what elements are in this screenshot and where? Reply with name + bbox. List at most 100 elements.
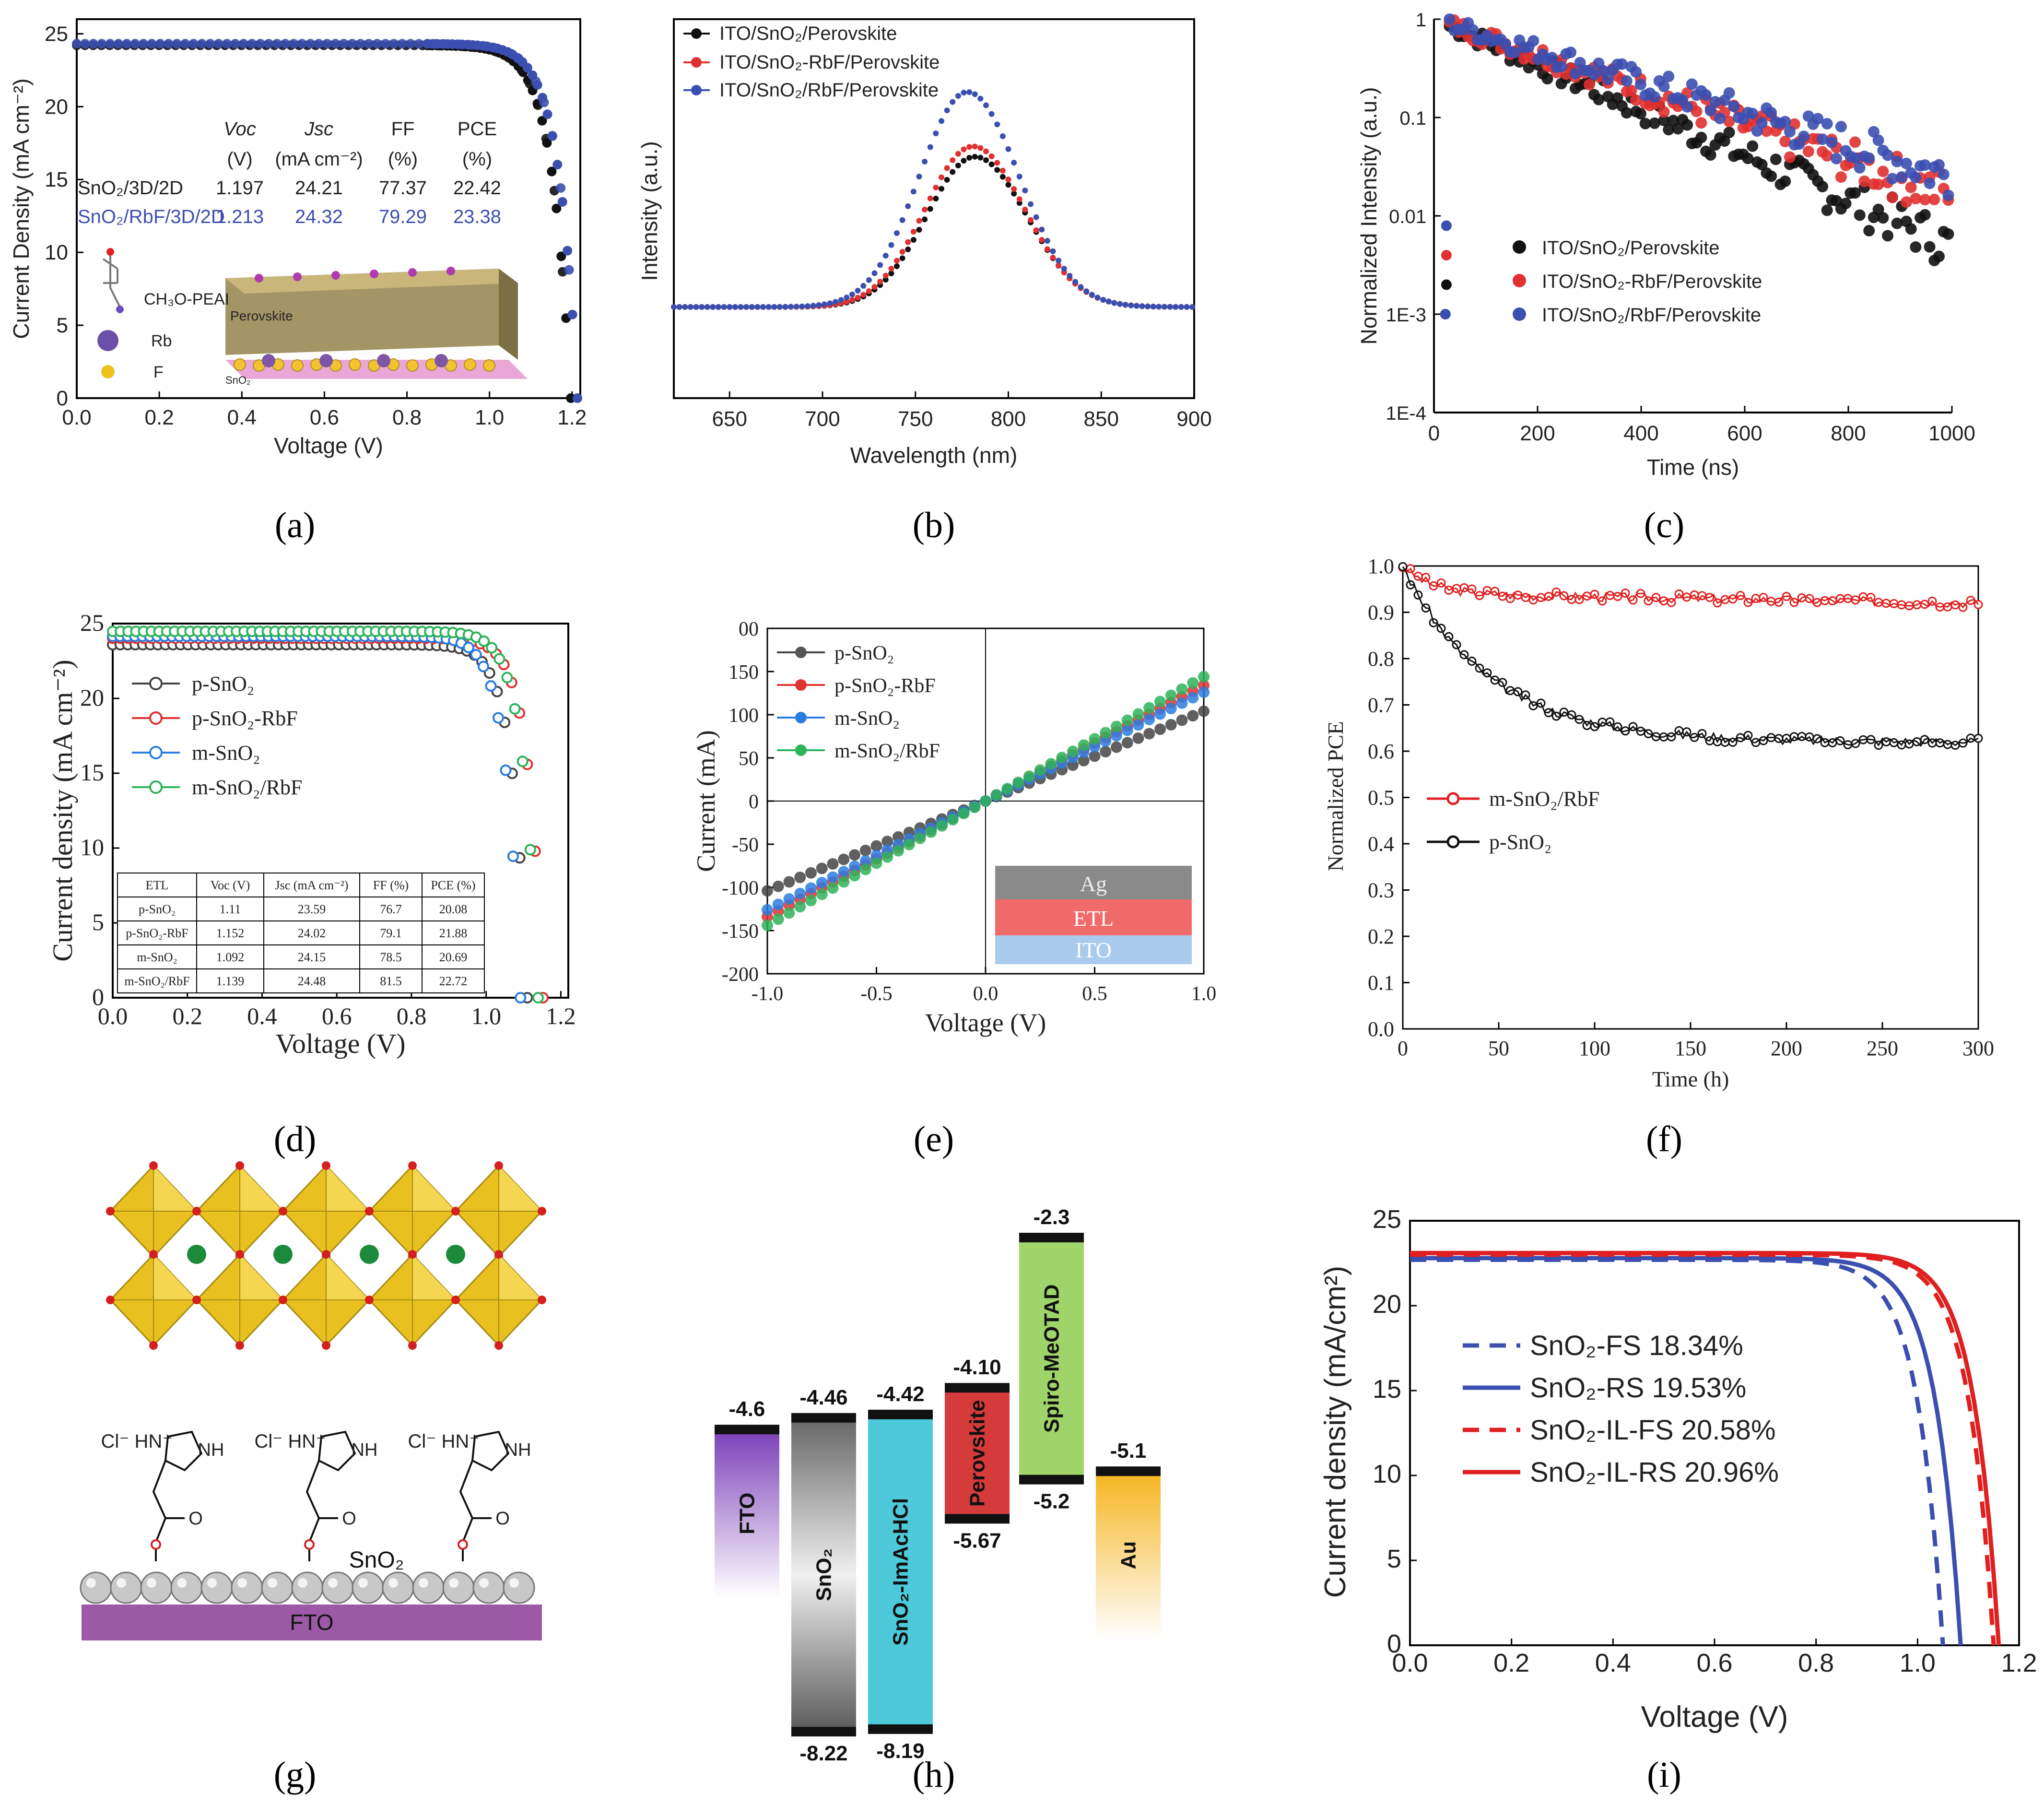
legend-f-item-1: m-SnO₂/RbF [1489,787,1600,811]
b-series-2-point [1022,206,1028,212]
b-series-1-point [933,195,939,201]
octahedron-face [326,1166,369,1211]
e-ytick-label: 100 [728,705,759,727]
b-series-3-point [1139,303,1145,309]
table-a-header-jsc: Jsc [304,118,333,140]
e-series-3-point [1132,719,1144,731]
c-series-3-point [1886,173,1898,185]
sno2-particle-highlight [268,1578,277,1588]
i-xtick-label: 1.0 [1900,1649,1936,1677]
stack-label-ito: ITO [1075,938,1112,962]
c-series-1-point [1924,241,1936,253]
panel-label-e: (e) [914,1119,954,1159]
c-series-3-point [1933,159,1945,171]
b-series-2-point [866,288,872,295]
e-series-1-point [838,853,850,865]
b-series-1-point [882,277,889,283]
c-series-3-point [1826,136,1838,148]
band-3-bottom-value: -8.19 [876,1739,924,1763]
b-series-3-point [1061,266,1067,272]
f-ytick-label: 0.3 [1368,879,1394,902]
x-axis-label-e: Voltage (V) [925,1008,1046,1037]
a-series-2-point [238,39,248,49]
table-a-row1-jsc: 24.21 [295,177,343,199]
table-a-header-pce: PCE [458,118,497,140]
c-series-3-point [1784,126,1796,138]
c-series-1-point [1621,107,1633,119]
b-series-3-point [676,304,682,310]
e-series-3-point [1154,708,1166,720]
band-3-top-value: -4.42 [876,1382,924,1406]
b-series-3-point [776,304,783,310]
b-xtick-label: 700 [805,407,840,431]
b-series-3-point [1133,303,1139,309]
c-series-3-point [1658,81,1670,93]
b-series-3-point [1044,238,1050,244]
inset-device-illustration-a: Perovskite SnO₂ CH₃O-PEAI Rb F [97,248,528,386]
fto-label-g: FTO [290,1610,333,1635]
e-series-3-point [1121,724,1133,736]
e-series-3-point [762,904,773,916]
c-series-3-point [1649,91,1661,103]
c-series-3-point [1919,159,1931,171]
c-series-3-point [1444,13,1456,25]
e-series-3-point [859,855,871,867]
sno2-particle-highlight [237,1578,247,1588]
c-series-1-point [1541,73,1553,85]
a-series-2-point [164,39,174,49]
d-table-cell: 21.88 [439,926,468,940]
e-series-1-point [762,885,773,897]
e-series-1-point [1132,732,1144,744]
b-series-3-point [877,262,883,268]
f-ytick-label: 0.6 [1368,740,1394,763]
b-series-3-point [910,189,916,195]
e-series-4-point [936,820,948,832]
a-series-2-point [97,39,107,49]
c-series-3-point [1527,35,1539,47]
b-series-2-point [922,206,928,212]
b-series-2-point [1039,237,1045,243]
b-series-2-point [944,165,950,171]
b-xtick-label: 900 [1176,407,1211,431]
e-ytick-label: 150 [728,661,759,684]
sno2-particle [200,1571,233,1604]
c-series-1-point [1756,159,1768,171]
c-series-1-point [1849,187,1861,199]
panel-label-d: (d) [274,1119,317,1159]
band-5-label: Spiro-MeOTAD [1040,1284,1064,1433]
b-series-2-point [999,167,1006,174]
e-series-3-point [794,887,806,899]
c-series-3-point [1942,189,1954,201]
a-series-2-point [405,39,415,49]
b-series-2-point [1044,246,1050,252]
c-series-3-point [1723,87,1735,99]
a-series-2-point [188,39,199,49]
b-series-3-point [1072,279,1078,285]
band-6-label: Au [1117,1541,1140,1569]
e-series-1-point [1089,750,1101,762]
octahedron-face [326,1254,369,1300]
f-xtick-label: 250 [1867,1037,1898,1060]
a-series-2-point [139,39,149,49]
c-series-1-point [1695,131,1707,143]
e-series-1-point [1100,746,1112,758]
b-series-3-point [961,90,967,96]
oxygen-atom [408,1250,417,1259]
e-series-4-point [1154,696,1166,708]
c-series-3-point [1555,60,1567,72]
oxygen-atom [279,1296,287,1304]
e-series-4-point [762,920,773,932]
c-xtick-label: 400 [1623,422,1658,445]
legend-d-item-3: m-SnO₂ [192,741,260,765]
band-5-bottom-value: -5.2 [1034,1490,1070,1513]
b-series-3-point [866,277,872,283]
c-series-1-point [1639,118,1651,130]
sno2-particle [140,1571,173,1604]
c-series-3-point [1621,75,1633,87]
imidazolium-linkers: Cl⁻ HN⁺ NH O Cl⁻ HN⁺ NH O Cl⁻ HN⁺ NH O [101,1430,531,1561]
c-series-3-point [1900,157,1912,169]
f-series-2-line [1402,566,1979,747]
i-xtick-label: 0.0 [1392,1649,1428,1677]
d-ytick-label: 15 [80,759,104,786]
b-series-3-point [860,283,867,289]
